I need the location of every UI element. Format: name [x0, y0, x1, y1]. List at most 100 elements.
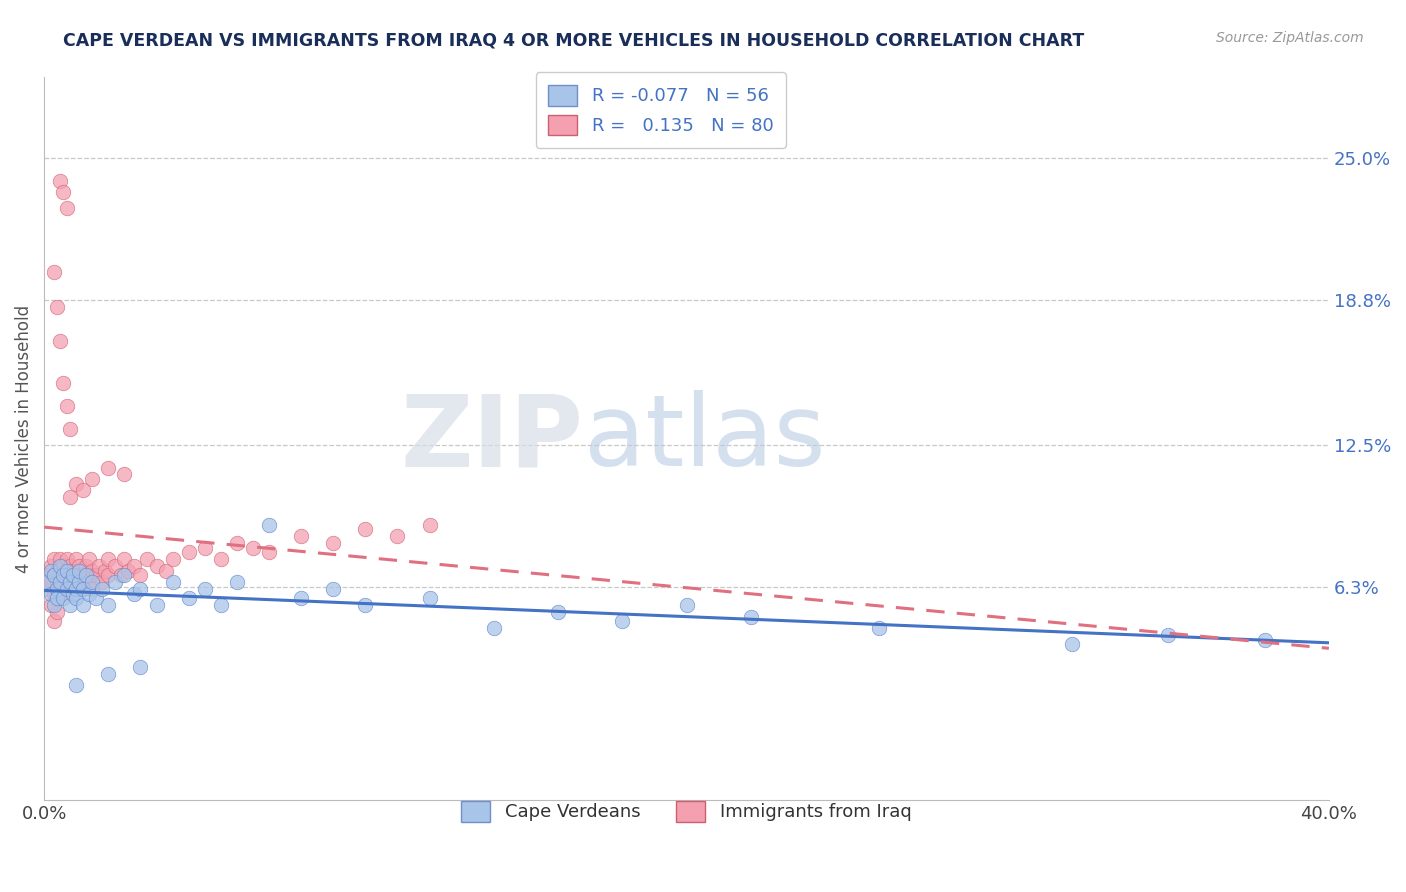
Point: [39, 598, 62, 612]
Point: [242, 541, 264, 555]
Point: [77, 568, 100, 582]
Point: [49, 552, 72, 566]
Point: [62, 587, 84, 601]
Point: [117, 564, 139, 578]
Point: [162, 552, 184, 566]
Point: [740, 609, 762, 624]
Point: [46, 591, 69, 606]
Point: [72, 483, 94, 498]
Point: [194, 582, 217, 596]
Point: [77, 587, 100, 601]
Point: [112, 467, 135, 482]
Point: [59, 582, 82, 596]
Point: [97, 598, 120, 612]
Point: [39, 559, 62, 574]
Point: [97, 552, 120, 566]
Point: [65, 678, 87, 692]
Point: [65, 552, 87, 566]
Point: [1253, 632, 1275, 647]
Point: [129, 582, 152, 596]
Point: [112, 568, 135, 582]
Point: [42, 598, 65, 612]
Point: [75, 568, 97, 582]
Point: [65, 582, 87, 596]
Point: [354, 598, 377, 612]
Point: [72, 568, 94, 582]
Point: [129, 568, 152, 582]
Point: [65, 591, 87, 606]
Point: [122, 559, 145, 574]
Point: [145, 559, 167, 574]
Point: [37, 582, 59, 596]
Point: [75, 575, 97, 590]
Legend: Cape Verdeans, Immigrants from Iraq: Cape Verdeans, Immigrants from Iraq: [449, 789, 924, 835]
Point: [65, 582, 87, 596]
Point: [547, 605, 569, 619]
Point: [69, 575, 91, 590]
Point: [69, 559, 91, 574]
Point: [39, 564, 62, 578]
Point: [59, 575, 82, 590]
Point: [42, 552, 65, 566]
Point: [104, 575, 127, 590]
Point: [104, 559, 127, 574]
Point: [387, 529, 409, 543]
Point: [868, 621, 890, 635]
Point: [110, 568, 132, 582]
Point: [82, 575, 104, 590]
Point: [322, 582, 344, 596]
Point: [39, 575, 62, 590]
Point: [39, 587, 62, 601]
Point: [177, 545, 200, 559]
Point: [49, 575, 72, 590]
Point: [82, 582, 104, 596]
Point: [94, 564, 117, 578]
Point: [155, 564, 177, 578]
Point: [55, 201, 77, 215]
Point: [49, 568, 72, 582]
Point: [87, 559, 110, 574]
Point: [482, 621, 505, 635]
Point: [82, 564, 104, 578]
Point: [69, 564, 91, 578]
Point: [75, 559, 97, 574]
Point: [49, 174, 72, 188]
Point: [97, 568, 120, 582]
Point: [37, 568, 59, 582]
Point: [72, 582, 94, 596]
Y-axis label: 4 or more Vehicles in Household: 4 or more Vehicles in Household: [15, 305, 32, 573]
Point: [62, 575, 84, 590]
Point: [162, 575, 184, 590]
Point: [72, 582, 94, 596]
Point: [62, 564, 84, 578]
Point: [55, 552, 77, 566]
Point: [59, 568, 82, 582]
Point: [419, 591, 441, 606]
Point: [42, 568, 65, 582]
Point: [177, 591, 200, 606]
Text: atlas: atlas: [583, 391, 825, 487]
Point: [675, 598, 697, 612]
Point: [194, 541, 217, 555]
Point: [59, 559, 82, 574]
Point: [122, 587, 145, 601]
Point: [49, 582, 72, 596]
Point: [77, 552, 100, 566]
Point: [55, 568, 77, 582]
Point: [209, 552, 232, 566]
Point: [1060, 637, 1083, 651]
Text: Source: ZipAtlas.com: Source: ZipAtlas.com: [1216, 31, 1364, 45]
Point: [52, 591, 75, 606]
Point: [62, 568, 84, 582]
Point: [42, 265, 65, 279]
Point: [72, 598, 94, 612]
Point: [354, 523, 377, 537]
Point: [135, 552, 157, 566]
Point: [82, 472, 104, 486]
Point: [129, 660, 152, 674]
Point: [46, 605, 69, 619]
Point: [46, 300, 69, 314]
Point: [49, 559, 72, 574]
Point: [84, 568, 107, 582]
Point: [257, 545, 280, 559]
